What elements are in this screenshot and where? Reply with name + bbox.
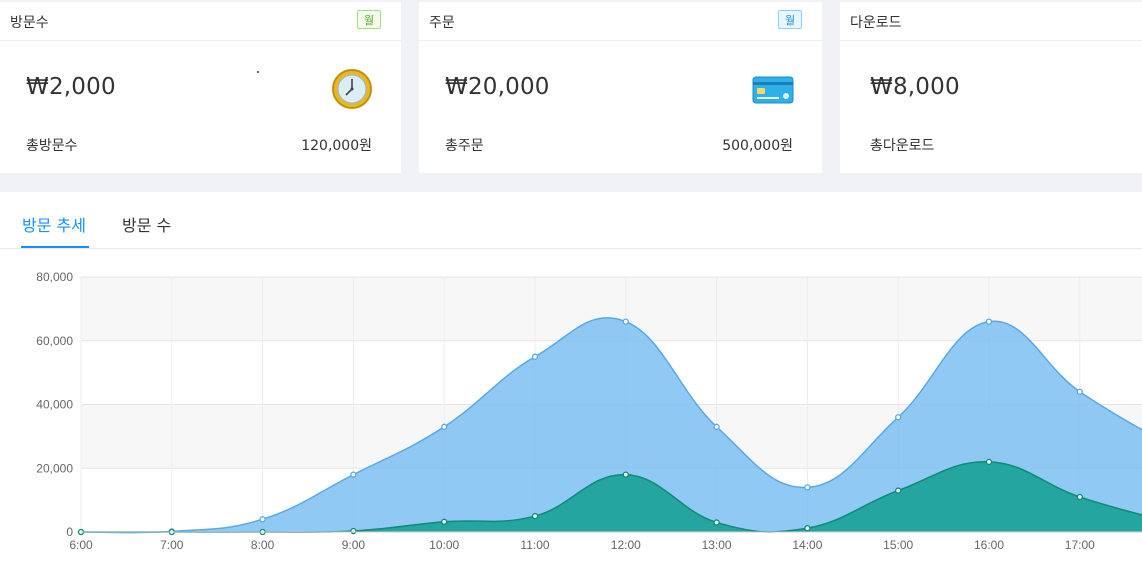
visits-card-header: 방문수 월 <box>0 2 401 41</box>
tab-visit-count[interactable]: 방문 수 <box>122 216 172 235</box>
x-tick-label: 6:00 <box>69 538 93 552</box>
visits-card: 방문수 월 ₩2,000 총방문수 120,000원 <box>0 2 401 173</box>
x-tick-label: 17:00 <box>1065 538 1095 552</box>
y-tick-label: 0 <box>66 525 73 539</box>
y-tick-label: 60,000 <box>36 334 73 348</box>
orders-period-badge[interactable]: 월 <box>778 10 802 29</box>
visits-period-badge[interactable]: 월 <box>357 10 381 29</box>
data-point <box>985 458 993 466</box>
orders-card-header: 주문 월 <box>419 2 822 41</box>
data-point <box>441 423 448 430</box>
visits-total-label: 총방문수 <box>26 138 78 154</box>
y-tick-label: 40,000 <box>36 398 73 412</box>
data-point <box>531 353 539 360</box>
visits-card-title: 방문수 <box>10 15 49 31</box>
data-point <box>713 519 720 526</box>
orders-card: 주문 월 ₩20,000 총주문 500,000원 <box>419 2 822 173</box>
downloads-total-label: 총다운로드 <box>870 138 935 154</box>
orders-total-value: 500,000원 <box>722 138 793 154</box>
downloads-card-title: 다운로드 <box>850 15 902 31</box>
visits-value: ₩2,000 <box>26 74 116 100</box>
data-point <box>259 516 266 523</box>
tab-bar: 방문 추세 방문 수 <box>0 192 1142 249</box>
downloads-value: ₩8,000 <box>870 74 960 100</box>
data-point <box>350 527 357 535</box>
y-tick-label: 80,000 <box>36 270 73 284</box>
x-tick-label: 14:00 <box>792 538 822 552</box>
clock-icon <box>331 68 373 114</box>
data-point <box>1076 493 1083 501</box>
orders-total-label: 총주문 <box>445 138 484 154</box>
data-point <box>713 423 720 430</box>
data-point <box>622 318 629 325</box>
data-point <box>1076 388 1083 395</box>
visits-total-value: 120,000원 <box>301 138 372 154</box>
tab-visit-trend[interactable]: 방문 추세 <box>22 216 86 235</box>
downloads-card-header: 다운로드 <box>840 2 1142 41</box>
x-tick-label: 16:00 <box>974 538 1004 552</box>
x-tick-label: 7:00 <box>160 538 184 552</box>
orders-card-title: 주문 <box>429 15 455 31</box>
x-tick-label: 15:00 <box>883 538 913 552</box>
credit-card-icon <box>752 76 794 108</box>
data-point <box>895 487 902 494</box>
data-point <box>350 471 357 478</box>
data-point <box>804 525 811 532</box>
x-tick-label: 12:00 <box>611 538 641 552</box>
trend-panel: 방문 추세 방문 수 0 20,000 40,000 60,000 80,000 6:00… <box>0 192 1142 582</box>
x-tick-label: 11:00 <box>520 538 549 552</box>
data-point <box>804 484 811 491</box>
data-point <box>441 518 448 525</box>
x-tick-label: 13:00 <box>702 538 732 552</box>
visit-trend-chart: 0 20,000 40,000 60,000 80,000 6:00 7:00 8:00 9:0… <box>36 270 1142 552</box>
data-point <box>985 318 993 325</box>
data-point <box>531 512 539 520</box>
orders-value: ₩20,000 <box>445 74 550 100</box>
x-tick-label: 8:00 <box>251 538 275 552</box>
downloads-card: 다운로드 ₩8,000 총다운로드 <box>840 2 1142 173</box>
y-tick-label: 20,000 <box>36 461 73 475</box>
decorative-dot <box>257 71 259 73</box>
x-tick-label: 9:00 <box>342 538 366 552</box>
data-point <box>895 414 902 421</box>
data-point <box>622 471 629 478</box>
active-tab-indicator <box>21 246 89 248</box>
series-area <box>81 461 1142 533</box>
x-tick-label: 10:00 <box>429 538 459 552</box>
